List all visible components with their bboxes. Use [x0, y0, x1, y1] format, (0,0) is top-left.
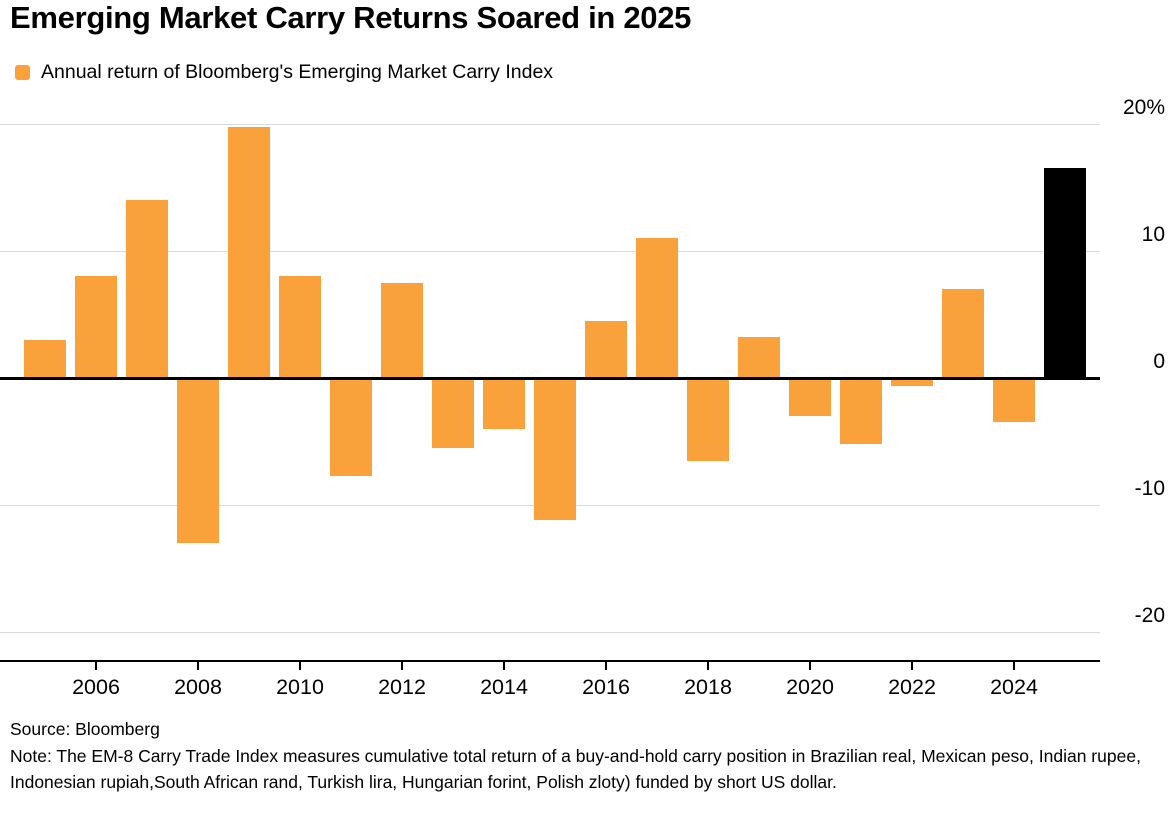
x-axis-tick — [95, 662, 97, 670]
bar-2017 — [636, 238, 678, 378]
bar-2009 — [228, 126, 270, 378]
x-tick-label: 2008 — [174, 675, 222, 699]
bar-2019 — [738, 337, 780, 378]
bar-2010 — [279, 276, 321, 378]
x-tick-label: 2020 — [786, 675, 834, 699]
bar-2023 — [942, 289, 984, 378]
bar-2016 — [585, 320, 627, 378]
gridline — [0, 632, 1100, 633]
bar-chart: 20% 10 0 -10 -20 2006 2008 2010 2012 2014 2016 2018… — [0, 96, 1173, 718]
source-line: Source: Bloomberg — [10, 719, 160, 739]
bar-2007 — [126, 200, 168, 378]
x-tick-label: 2006 — [72, 675, 120, 699]
x-axis-tick — [1013, 662, 1015, 670]
x-tick-label: 2022 — [888, 675, 936, 699]
x-tick-label: 2010 — [276, 675, 324, 699]
x-axis-line — [0, 660, 1100, 662]
bar-2008 — [177, 378, 219, 544]
bar-2020 — [789, 378, 831, 417]
chart-title: Emerging Market Carry Returns Soared in … — [10, 0, 692, 35]
x-axis-tick — [503, 662, 505, 670]
x-tick-label: 2024 — [990, 675, 1038, 699]
x-axis-tick — [401, 662, 403, 670]
bar-2025 — [1044, 168, 1086, 378]
y-tick-label: -10 — [1134, 477, 1165, 500]
bar-2021 — [840, 378, 882, 445]
x-axis-tick — [809, 662, 811, 670]
x-tick-label: 2014 — [480, 675, 528, 699]
legend-marker-icon — [15, 65, 30, 80]
x-axis-tick — [605, 662, 607, 670]
bar-2014 — [483, 378, 525, 429]
y-tick-label: 10 — [1141, 223, 1165, 246]
legend: Annual return of Bloomberg's Emerging Ma… — [15, 61, 553, 84]
bar-2013 — [432, 378, 474, 448]
x-axis-tick — [707, 662, 709, 670]
bar-2011 — [330, 378, 372, 476]
x-tick-label: 2016 — [582, 675, 630, 699]
x-axis-tick — [299, 662, 301, 670]
legend-label: Annual return of Bloomberg's Emerging Ma… — [41, 61, 554, 83]
bar-2012 — [381, 282, 423, 378]
x-axis-tick — [911, 662, 913, 670]
bar-2018 — [687, 378, 729, 461]
gridline — [0, 251, 1100, 252]
y-tick-label: 20% — [1122, 96, 1165, 119]
gridline — [0, 124, 1100, 125]
bar-2015 — [534, 378, 576, 521]
bar-2022 — [891, 378, 933, 386]
y-tick-label: 0 — [1153, 350, 1165, 373]
bar-2024 — [993, 378, 1035, 423]
bar-2005 — [24, 339, 66, 378]
bar-2006 — [75, 276, 117, 378]
y-tick-label: -20 — [1134, 604, 1165, 627]
x-tick-label: 2018 — [684, 675, 732, 699]
x-tick-label: 2012 — [378, 675, 426, 699]
note-text: Note: The EM-8 Carry Trade Index measure… — [10, 746, 1141, 792]
zero-line — [0, 377, 1100, 380]
x-axis-tick — [197, 662, 199, 670]
chart-footer: Source: Bloomberg Note: The EM-8 Carry T… — [10, 716, 1165, 795]
